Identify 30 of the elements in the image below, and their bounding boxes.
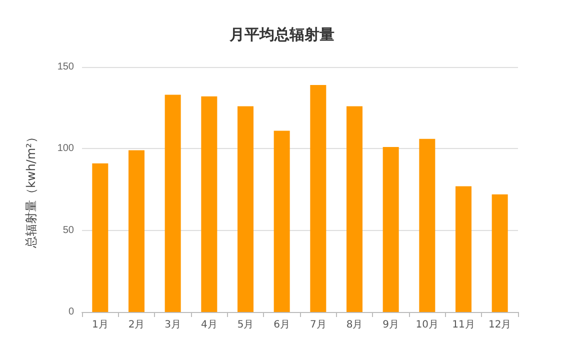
y-tick-label: 50 (62, 224, 74, 236)
bar (419, 138, 436, 312)
x-tick-label: 11月 (452, 320, 475, 330)
x-tick-label: 5月 (237, 320, 254, 330)
bar (492, 194, 508, 312)
bar (456, 186, 472, 312)
x-tick-label: 2月 (128, 320, 145, 330)
y-axis-title: 总辐射量（kwh/m²） (24, 131, 38, 249)
bar (238, 106, 254, 312)
bar (128, 150, 144, 312)
y-tick-label: 150 (57, 62, 74, 72)
bar (310, 84, 326, 312)
y-tick-label: 100 (57, 143, 74, 154)
x-tick-label: 1月 (92, 320, 108, 330)
y-tick-label: 0 (68, 306, 74, 318)
bar (274, 130, 290, 312)
bar (201, 96, 218, 312)
x-tick-label: 9月 (382, 320, 400, 330)
x-tick-label: 12月 (488, 320, 512, 330)
x-tick-label: 6月 (274, 320, 290, 330)
bar (92, 163, 108, 312)
x-tick-label: 8月 (346, 320, 363, 330)
x-tick-label: 4月 (200, 320, 218, 330)
x-tick-label: 10月 (416, 320, 439, 330)
x-tick-label: 3月 (164, 320, 182, 330)
x-tick-label: 7月 (310, 320, 326, 330)
chart-title: 月平均总辐射量 (228, 26, 334, 44)
bar (164, 94, 181, 312)
bar (346, 106, 362, 312)
bar (382, 147, 399, 312)
